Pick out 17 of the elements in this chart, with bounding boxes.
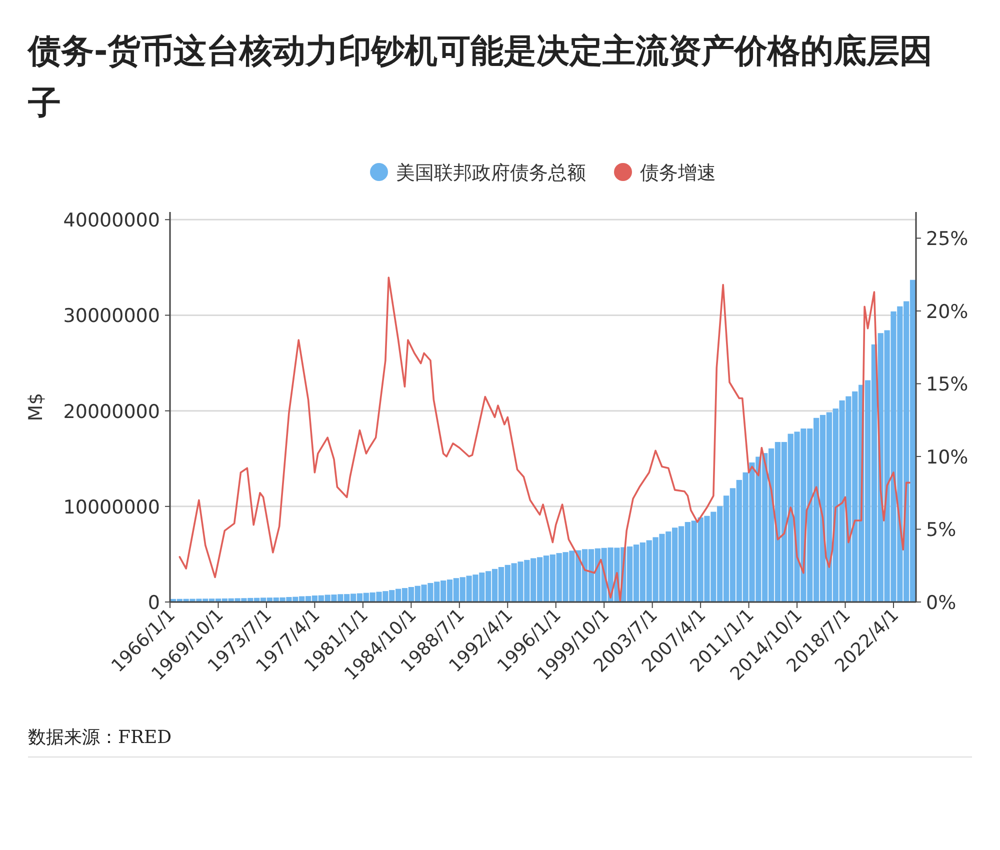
y2-tick-label: 25% [926,228,968,250]
y2-tick-label: 0% [926,592,956,614]
y-tick-label: 20000000 [63,400,160,423]
chart-title: 债务-货币这台核动力印钞机可能是决定主流资产价格的底层因子 [27,31,933,122]
y-axis-title: M$ [25,392,47,422]
y2-tick-label: 20% [926,300,968,323]
y-tick-label: 40000000 [63,210,160,232]
y2-tick-label: 5% [926,519,956,542]
y2-tick-label: 10% [926,446,968,468]
legend-label: 债务增速 [640,162,716,184]
y-tick-label: 10000000 [63,496,160,518]
line-series [178,276,910,602]
source-note: 数据来源：FRED [28,727,172,748]
y-tick-label: 0 [148,592,160,614]
y-tick-label: 30000000 [63,305,160,328]
y2-tick-label: 15% [926,374,968,396]
legend-label: 美国联邦政府债务总额 [396,162,586,184]
